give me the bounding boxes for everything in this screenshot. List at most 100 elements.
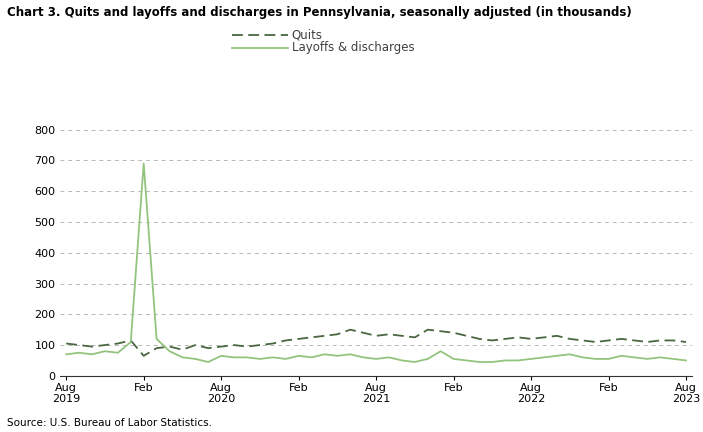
Quits [385, 332, 393, 337]
Layoffs & discharges [295, 353, 303, 359]
Quits [449, 330, 458, 335]
Quits [307, 335, 316, 340]
Layoffs & discharges [437, 349, 445, 354]
Layoffs & discharges [488, 359, 496, 365]
Layoffs & discharges [75, 350, 84, 356]
Quits [398, 333, 406, 338]
Quits [178, 347, 186, 352]
Quits [88, 344, 96, 349]
Quits [295, 336, 303, 341]
Layoffs & discharges [475, 359, 484, 365]
Layoffs & discharges [385, 355, 393, 360]
Quits [127, 338, 135, 343]
Quits [230, 343, 238, 348]
Layoffs & discharges [153, 336, 161, 341]
Quits [437, 329, 445, 334]
Layoffs & discharges [540, 355, 548, 360]
Quits [75, 343, 84, 348]
Layoffs & discharges [165, 349, 174, 354]
Quits [411, 335, 419, 340]
Layoffs & discharges [682, 358, 690, 363]
Layoffs & discharges [605, 356, 613, 362]
Quits [527, 336, 535, 341]
Quits [191, 343, 200, 348]
Layoffs & discharges [553, 353, 561, 359]
Layoffs & discharges [617, 353, 626, 359]
Quits [139, 353, 148, 359]
Text: Quits: Quits [292, 28, 323, 41]
Quits [269, 341, 277, 346]
Layoffs & discharges [307, 355, 316, 360]
Quits [114, 341, 122, 346]
Layoffs & discharges [321, 352, 329, 357]
Layoffs & discharges [630, 355, 638, 360]
Layoffs & discharges [346, 352, 354, 357]
Layoffs & discharges [591, 356, 600, 362]
Quits [656, 338, 664, 343]
Quits [423, 327, 432, 332]
Layoffs & discharges [372, 356, 380, 362]
Layoffs & discharges [579, 355, 587, 360]
Layoffs & discharges [398, 358, 406, 363]
Quits [579, 338, 587, 343]
Quits [101, 343, 109, 348]
Layoffs & discharges [269, 355, 277, 360]
Line: Quits: Quits [66, 330, 686, 356]
Layoffs & discharges [256, 356, 264, 362]
Layoffs & discharges [191, 356, 200, 362]
Layoffs & discharges [88, 352, 96, 357]
Text: Source: U.S. Bureau of Labor Statistics.: Source: U.S. Bureau of Labor Statistics. [7, 418, 212, 428]
Quits [566, 336, 574, 341]
Quits [204, 346, 212, 351]
Line: Layoffs & discharges: Layoffs & discharges [66, 163, 686, 362]
Quits [617, 336, 626, 341]
Quits [281, 338, 290, 343]
Quits [372, 333, 380, 338]
Quits [475, 336, 484, 341]
Quits [153, 346, 161, 351]
Quits [165, 344, 174, 349]
Layoffs & discharges [656, 355, 664, 360]
Layoffs & discharges [333, 353, 342, 359]
Layoffs & discharges [127, 340, 135, 345]
Quits [488, 338, 496, 343]
Quits [62, 341, 70, 346]
Layoffs & discharges [217, 353, 226, 359]
Quits [682, 340, 690, 345]
Layoffs & discharges [114, 350, 122, 356]
Layoffs & discharges [281, 356, 290, 362]
Layoffs & discharges [411, 359, 419, 365]
Layoffs & discharges [527, 356, 535, 362]
Layoffs & discharges [669, 356, 677, 362]
Quits [540, 335, 548, 340]
Layoffs & discharges [230, 355, 238, 360]
Quits [643, 340, 652, 345]
Layoffs & discharges [178, 355, 186, 360]
Quits [243, 344, 251, 349]
Layoffs & discharges [243, 355, 251, 360]
Layoffs & discharges [514, 358, 522, 363]
Layoffs & discharges [643, 356, 652, 362]
Quits [256, 343, 264, 348]
Quits [591, 340, 600, 345]
Layoffs & discharges [463, 358, 471, 363]
Quits [346, 327, 354, 332]
Text: Chart 3. Quits and layoffs and discharges in Pennsylvania, seasonally adjusted (: Chart 3. Quits and layoffs and discharge… [7, 6, 632, 19]
Layoffs & discharges [101, 349, 109, 354]
Layoffs & discharges [62, 352, 70, 357]
Layoffs & discharges [501, 358, 510, 363]
Text: Layoffs & discharges: Layoffs & discharges [292, 41, 414, 54]
Quits [669, 338, 677, 343]
Quits [333, 332, 342, 337]
Quits [463, 333, 471, 338]
Layoffs & discharges [139, 161, 148, 166]
Layoffs & discharges [566, 352, 574, 357]
Quits [553, 333, 561, 338]
Quits [321, 333, 329, 338]
Layoffs & discharges [423, 356, 432, 362]
Layoffs & discharges [359, 355, 368, 360]
Quits [630, 338, 638, 343]
Quits [514, 335, 522, 340]
Layoffs & discharges [204, 359, 212, 365]
Layoffs & discharges [449, 356, 458, 362]
